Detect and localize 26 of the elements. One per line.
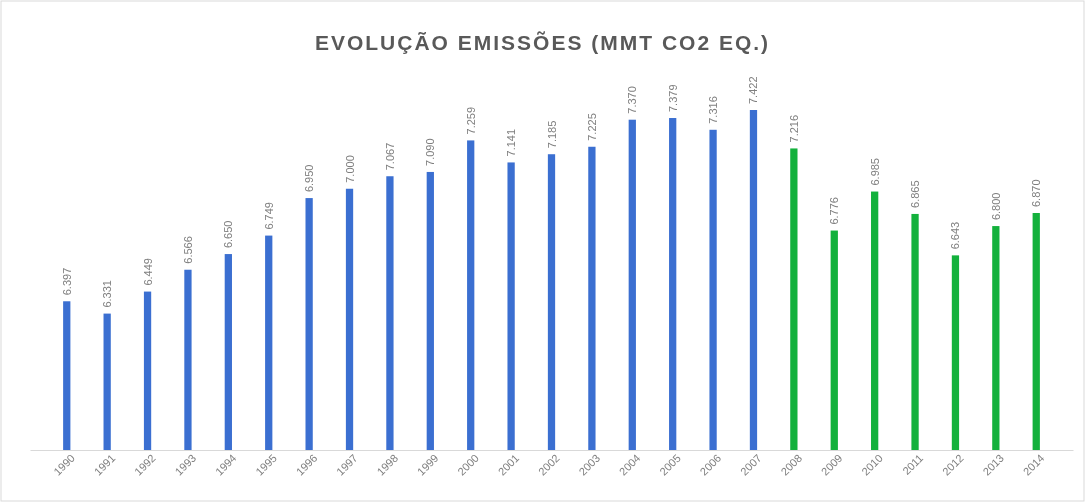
data-label: 7.316 — [707, 96, 720, 124]
data-label: 6.950 — [303, 164, 316, 193]
data-label: 7.185 — [545, 120, 558, 149]
chart-title: EVOLUÇÃO EMISSÕES (MMT CO2 EQ.) — [314, 31, 771, 54]
data-label: 6.865 — [909, 180, 922, 208]
data-label: 6.566 — [181, 236, 194, 264]
data-label: 6.449 — [141, 258, 154, 286]
data-label: 6.650 — [222, 220, 235, 249]
data-label: 7.000 — [343, 155, 356, 183]
data-label: 7.379 — [666, 84, 679, 113]
data-label: 6.397 — [60, 267, 73, 296]
data-label: 7.422 — [747, 76, 760, 104]
data-label: 6.331 — [101, 280, 114, 308]
data-label: 7.259 — [464, 106, 477, 135]
data-label: 6.749 — [262, 202, 275, 230]
data-label: 7.141 — [505, 128, 518, 157]
data-label: 7.216 — [787, 114, 800, 143]
data-label: 6.643 — [949, 221, 962, 250]
data-label: 6.800 — [989, 192, 1002, 221]
data-label: 7.225 — [585, 113, 598, 141]
data-label: 7.067 — [383, 142, 396, 171]
data-label: 6.776 — [828, 197, 841, 225]
data-label: 7.370 — [626, 86, 639, 114]
data-label: 6.985 — [868, 158, 881, 186]
data-label: 7.090 — [424, 138, 437, 166]
data-label: 6.870 — [1030, 179, 1043, 208]
